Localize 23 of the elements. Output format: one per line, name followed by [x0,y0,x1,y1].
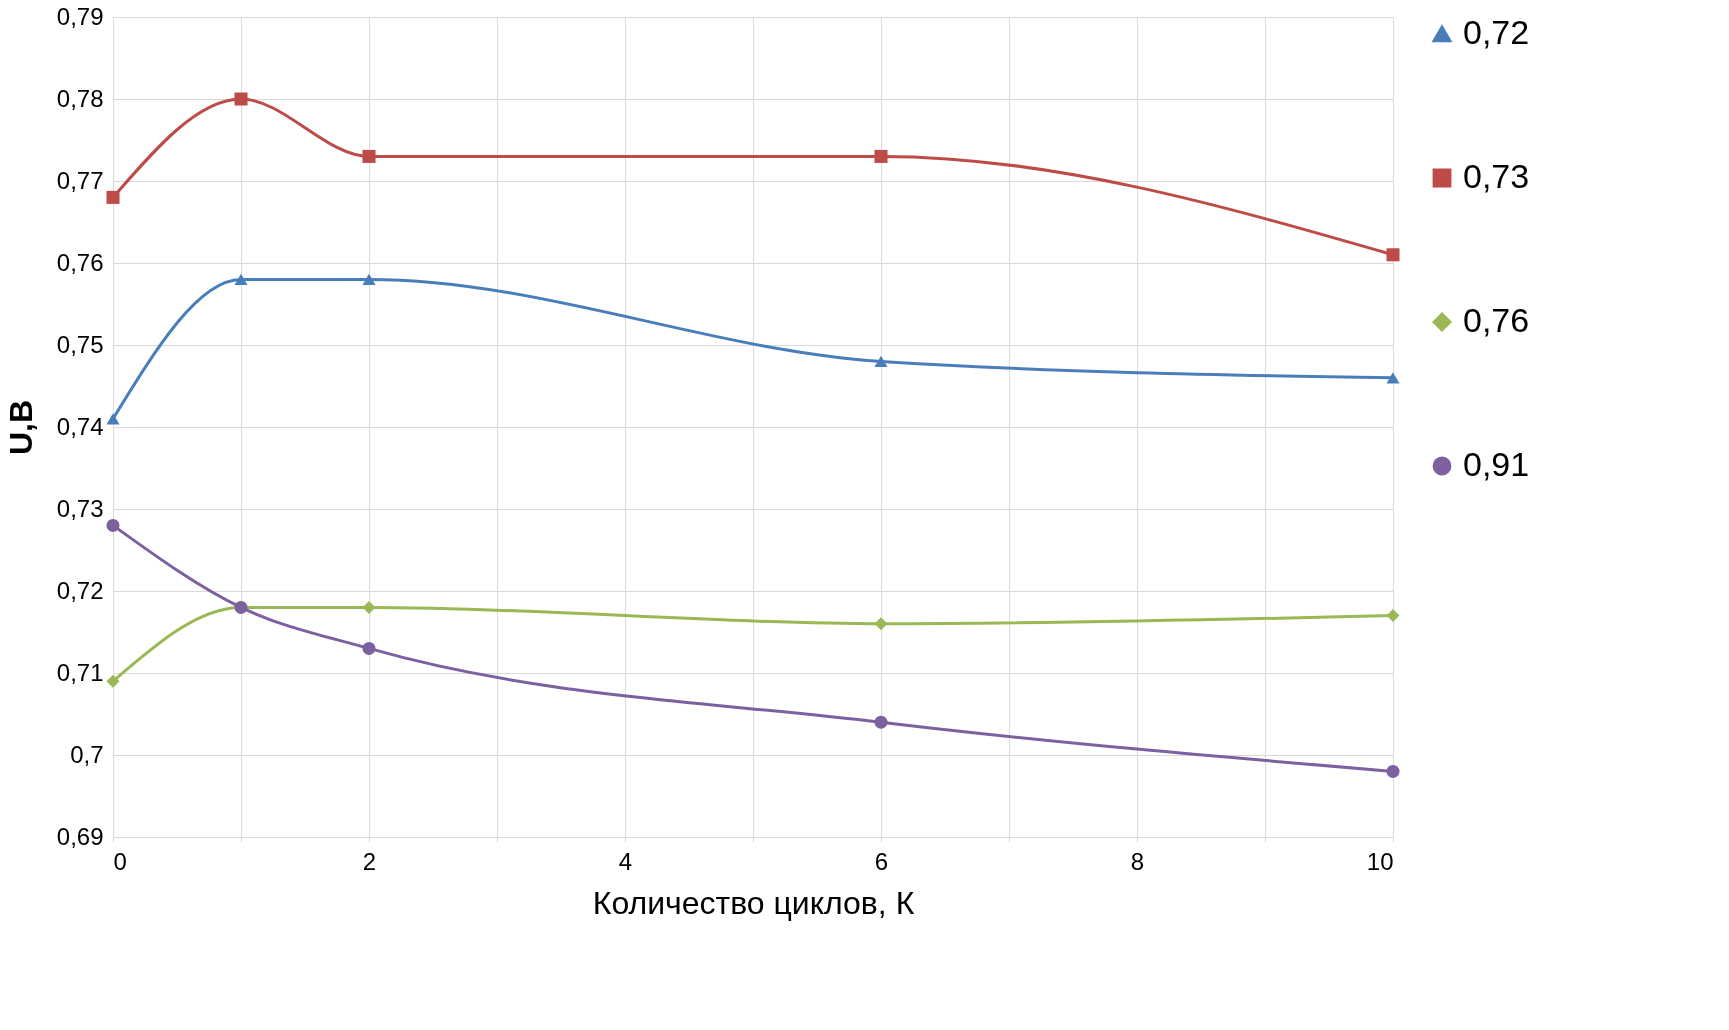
y-tick-label: 0,78 [56,84,104,112]
x-tick-label: 10 [1366,847,1394,875]
x-tick-label: 4 [618,847,633,875]
x-tick-label: 0 [113,847,127,875]
y-tick-label: 0,79 [56,2,104,30]
y-axis-title: U,В [2,399,39,456]
legend-label: 0,72 [1463,13,1530,51]
x-tick-label: 6 [874,847,889,875]
y-tick-label: 0,69 [56,822,104,850]
y-tick-label: 0,72 [56,576,104,604]
legend-label: 0,73 [1463,157,1530,195]
y-tick-label: 0,71 [56,658,104,686]
y-tick-label: 0,77 [56,166,104,194]
y-tick-label: 0,76 [56,248,104,276]
x-tick-label: 8 [1130,847,1145,875]
y-tick-label: 0,7 [70,740,104,768]
y-tick-label: 0,74 [56,412,104,440]
legend-label: 0,76 [1463,301,1530,339]
x-axis-title: Количество циклов, К [592,884,915,921]
y-tick-label: 0,75 [56,330,104,358]
y-tick-label: 0,73 [56,494,104,522]
x-tick-label: 2 [362,847,377,875]
legend-label: 0,91 [1463,445,1530,483]
